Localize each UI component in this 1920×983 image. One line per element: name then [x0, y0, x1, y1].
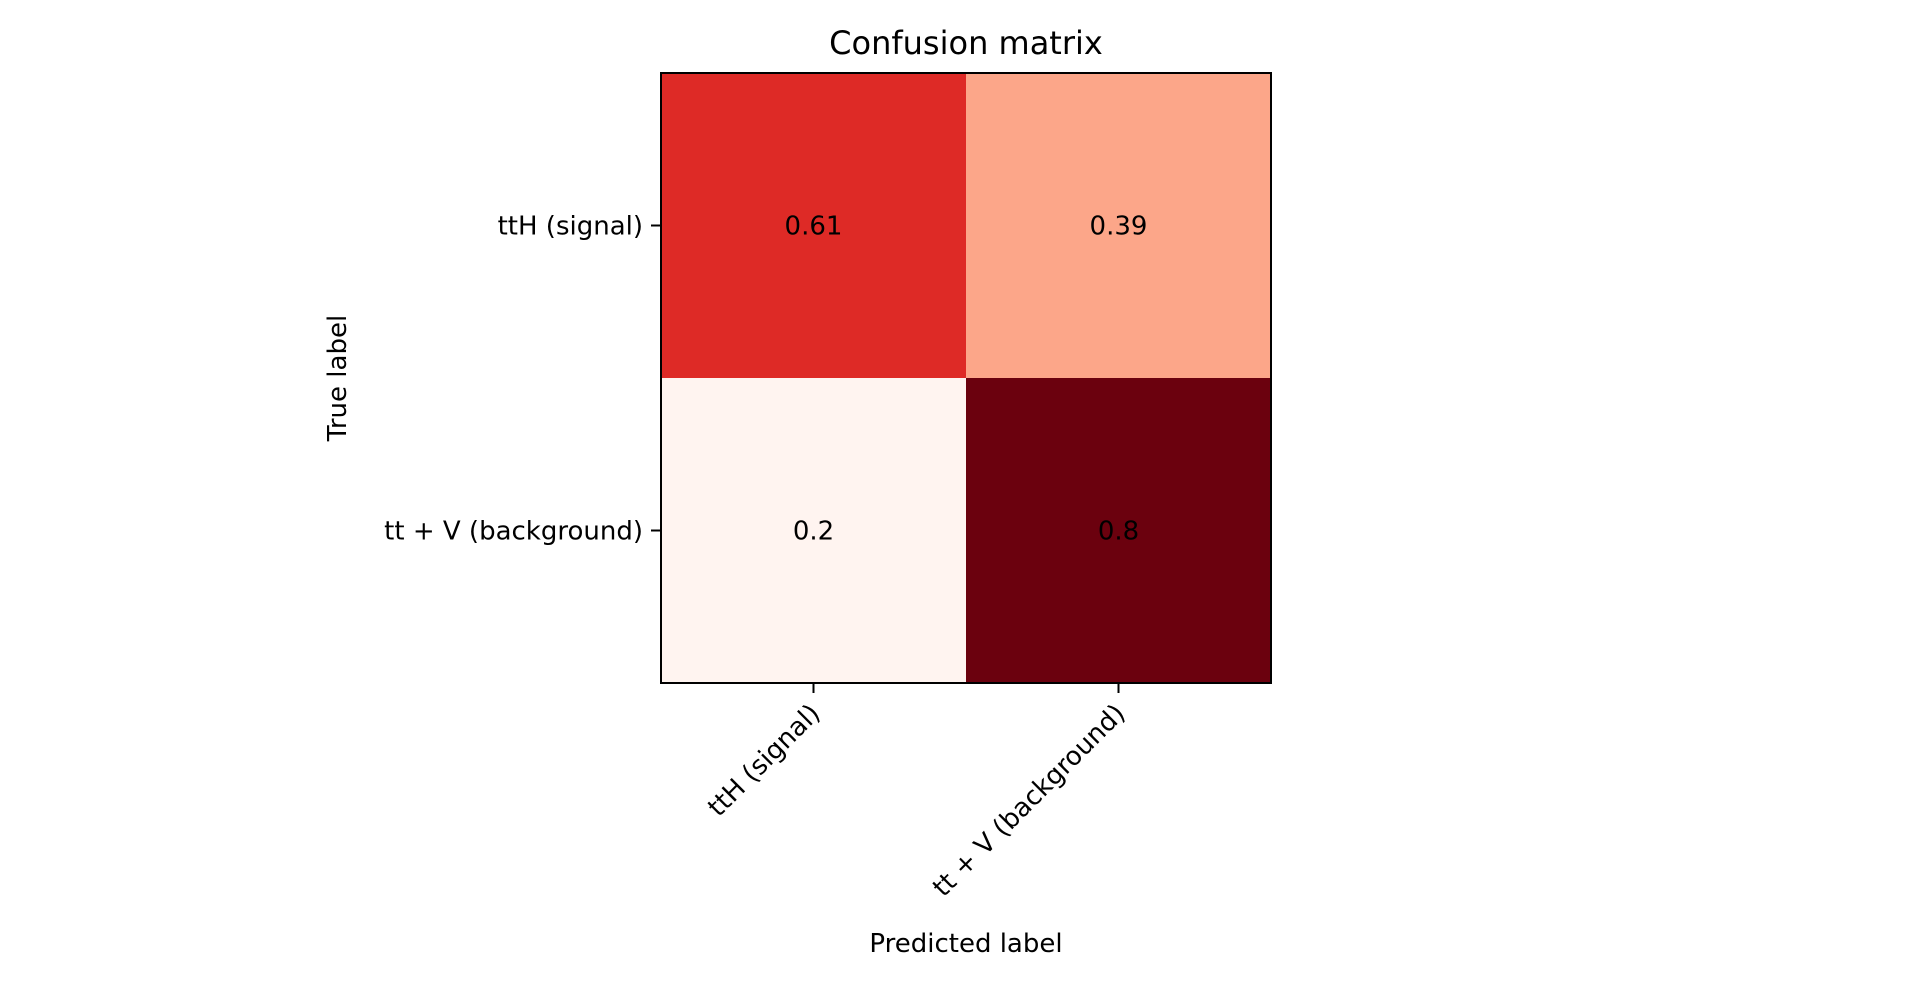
heatmap-cell-r1-c0 [661, 378, 966, 683]
cell-value-label-r0-c1: 0.39 [1090, 212, 1148, 242]
x-tick-label-1: tt + V (background) [927, 699, 1131, 903]
cell-value-label-r1-c1: 0.8 [1098, 517, 1139, 547]
heatmap-cell-r1-c1 [966, 378, 1271, 683]
x-axis-label: Predicted label [869, 929, 1062, 959]
cell-value-label-r1-c0: 0.2 [793, 517, 834, 547]
cell-value-label-r0-c0: 0.61 [785, 212, 843, 242]
y-tick-label-0: ttH (signal) [498, 212, 643, 242]
y-axis-label: True label [323, 315, 353, 442]
cell-value-labels: 0.61 0.39 0.2 0.8 [785, 212, 1148, 547]
heatmap-cell-r0-c0 [661, 73, 966, 378]
y-axis-ticks: ttH (signal) tt + V (background) [384, 212, 661, 547]
x-axis-ticks: ttH (signal) tt + V (background) [702, 683, 1131, 903]
heatmap-cell-r0-c1 [966, 73, 1271, 378]
x-tick-label-0: ttH (signal) [702, 699, 826, 823]
y-tick-label-1: tt + V (background) [384, 517, 643, 547]
heatmap-cells [661, 73, 1271, 683]
plot-frame [660, 72, 1272, 684]
chart-title: Confusion matrix [829, 24, 1103, 62]
